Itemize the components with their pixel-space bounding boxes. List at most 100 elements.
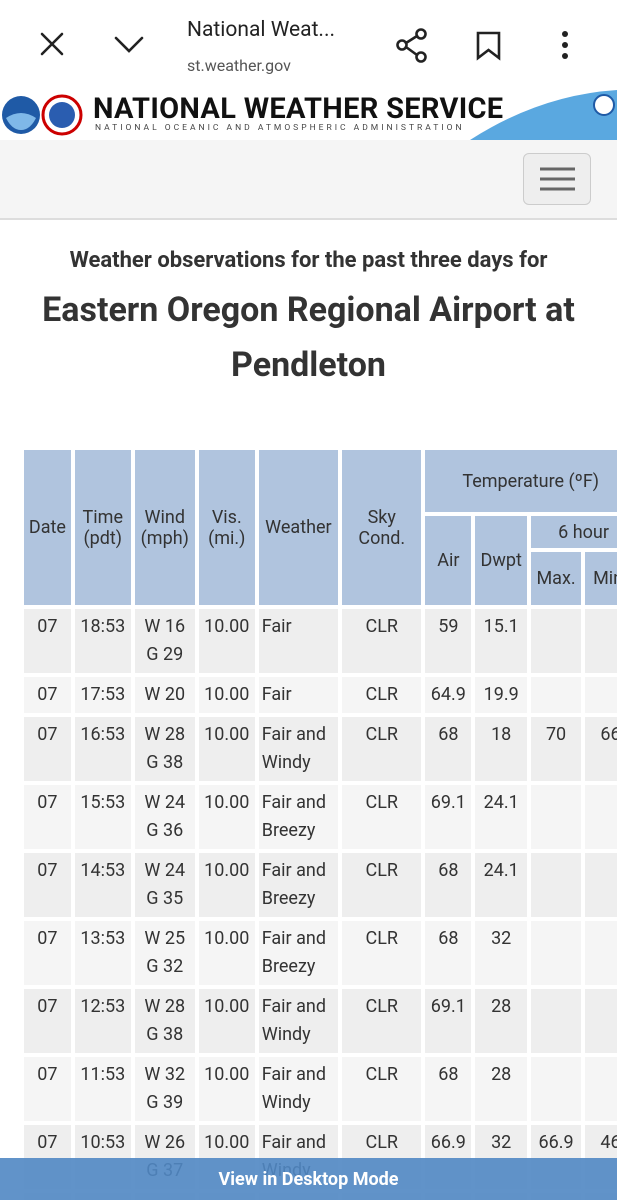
cell-date: 07 [24,989,71,1053]
cell-time: 11:53 [74,1057,131,1121]
cell-min [584,785,617,849]
cell-max [531,785,581,849]
cell-air: 68 [425,921,472,985]
menu-button[interactable] [523,153,591,205]
table-body: 07 18:53 W 16 G 29 10.00 Fair CLR 59 15.1 07 17:5… [24,609,617,1200]
cell-sky: CLR [342,609,422,673]
close-icon[interactable] [40,32,64,56]
cell-wind: W 32 G 39 [134,1057,195,1121]
cell-dwpt: 24.1 [475,853,528,917]
nws-title: NATIONAL WEATHER SERVICE [93,92,504,126]
cell-wind: W 28 G 38 [134,989,195,1053]
cell-vis: 10.00 [198,717,255,781]
tab-title: National Weat... [187,18,336,42]
hamburger-icon [540,167,575,191]
cell-min [584,921,617,985]
cell-weather: Fair [258,677,339,713]
cell-weather: Fair and Windy [258,1057,339,1121]
cell-vis: 10.00 [198,989,255,1053]
cell-dwpt: 32 [475,921,528,985]
cell-dwpt: 28 [475,1057,528,1121]
header-cell: Min. [584,552,617,605]
heading-station: Eastern Oregon Regional Airport at Pendl… [0,283,617,393]
cell-sky: CLR [342,677,422,713]
nws-banner: NATIONAL WEATHER SERVICE NATIONAL OCEANI… [0,90,617,141]
station-name: Eastern Oregon Regional Airport at Pendl… [42,290,575,385]
cell-vis: 10.00 [198,677,255,713]
header-cell: Air [425,516,472,605]
share-icon[interactable] [396,28,427,63]
cell-max [531,989,581,1053]
banner-graphics [2,90,617,140]
cell-max [531,853,581,917]
cell-dwpt: 19.9 [475,677,528,713]
cell-max [531,921,581,985]
cell-air: 68 [425,1057,472,1121]
browser-toolbar: National Weat... st.weather.gov [0,0,617,90]
header-cell: Wind (mph) [134,450,195,605]
cell-max [531,1057,581,1121]
header-cell: Max. [531,552,581,605]
cell-weather: Fair [258,609,339,673]
cell-air: 69.1 [425,785,472,849]
cell-air: 64.9 [425,677,472,713]
cell-sky: CLR [342,1057,422,1121]
cell-weather: Fair and Breezy [258,921,339,985]
cell-date: 07 [24,921,71,985]
cell-min: 66 [584,717,617,781]
header-cell: Time (pdt) [74,450,131,605]
table-row: 07 15:53 W 24 G 36 10.00 Fair and Breezy CLR 6… [24,785,617,849]
tab-url: st.weather.gov [187,56,291,75]
cell-wind: W 25 G 32 [134,921,195,985]
cell-wind: W 20 [134,677,195,713]
cell-air: 69.1 [425,989,472,1053]
table-row: 07 11:53 W 32 G 39 10.00 Fair and Windy CLR 68… [24,1057,617,1121]
nav-bar [0,140,617,220]
cell-dwpt: 18 [475,717,528,781]
cell-time: 18:53 [74,609,131,673]
cell-max: 70 [531,717,581,781]
more-icon[interactable] [562,31,568,59]
header-cell: Date [24,450,71,605]
cell-air: 68 [425,853,472,917]
cell-air: 59 [425,609,472,673]
swoosh [470,90,617,140]
cell-time: 14:53 [74,853,131,917]
cell-time: 12:53 [74,989,131,1053]
header-cell: Vis. (mi.) [198,450,255,605]
table-row: 07 17:53 W 20 10.00 Fair CLR 64.9 19.9 [24,677,617,713]
cell-vis: 10.00 [198,921,255,985]
table-row: 07 12:53 W 28 G 38 10.00 Fair and Windy CLR 69… [24,989,617,1053]
cell-time: 17:53 [74,677,131,713]
cell-min [584,677,617,713]
cell-date: 07 [24,1057,71,1121]
bookmark-icon[interactable] [476,31,501,61]
cell-dwpt: 15.1 [475,609,528,673]
cell-dwpt: 28 [475,989,528,1053]
cell-min [584,1057,617,1121]
cell-vis: 10.00 [198,785,255,849]
header-cell: 6 hour [531,516,617,548]
observations-table: Date Time (pdt) Wind (mph) Vis. (mi.) We… [20,446,617,1200]
cell-weather: Fair and Windy [258,717,339,781]
cell-wind: W 24 G 35 [134,853,195,917]
cell-weather: Fair and Breezy [258,785,339,849]
cell-vis: 10.00 [198,853,255,917]
cell-max [531,609,581,673]
cell-sky: CLR [342,785,422,849]
cell-vis: 10.00 [198,1057,255,1121]
nws-subtitle: NATIONAL OCEANIC AND ATMOSPHERIC ADMINIS… [95,123,465,133]
cell-date: 07 [24,785,71,849]
heading-intro: Weather observations for the past three … [69,248,548,273]
cell-weather: Fair and Windy [258,989,339,1053]
cell-wind: W 24 G 36 [134,785,195,849]
cell-wind: W 16 G 29 [134,609,195,673]
cell-time: 15:53 [74,785,131,849]
toolbar-icons [40,28,568,63]
collapse-icon[interactable] [114,36,144,53]
cell-sky: CLR [342,921,422,985]
cell-max [531,677,581,713]
cell-sky: CLR [342,989,422,1053]
desktop-mode-banner[interactable]: View in Desktop Mode [0,1158,617,1200]
